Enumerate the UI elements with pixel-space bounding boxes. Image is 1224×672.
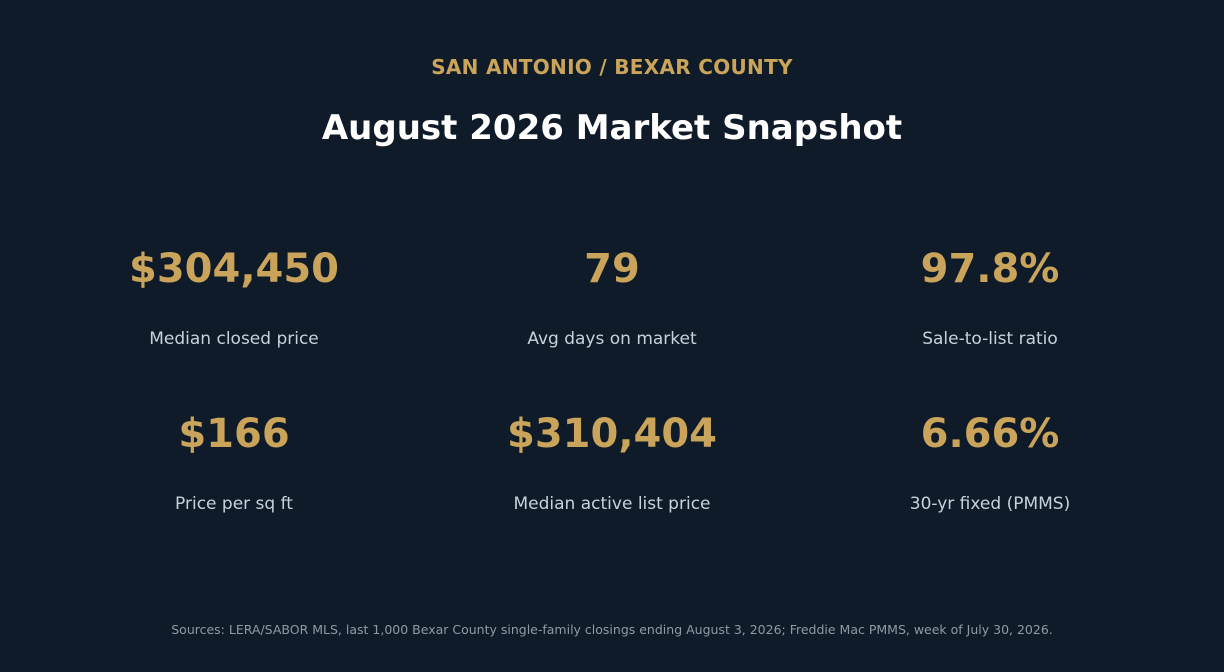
median-active-list-price-label: Median active list price [513, 494, 711, 514]
price-per-sqft-value: $166 [178, 411, 290, 457]
sale-to-list-ratio-value: 97.8% [920, 246, 1060, 292]
avg-days-on-market-label: Avg days on market [527, 329, 697, 349]
mortgage-rate-label: 30-yr fixed (PMMS) [909, 494, 1071, 514]
page-title: August 2026 Market Snapshot [321, 108, 903, 148]
median-closed-price-label: Median closed price [149, 329, 319, 349]
avg-days-on-market-value: 79 [584, 246, 640, 292]
mortgage-rate-value: 6.66% [920, 411, 1060, 457]
region-kicker: SAN ANTONIO / BEXAR COUNTY [431, 55, 793, 79]
median-active-list-price-value: $310,404 [506, 411, 718, 457]
price-per-sqft-label: Price per sq ft [175, 494, 293, 514]
sale-to-list-ratio-label: Sale-to-list ratio [922, 329, 1058, 349]
median-closed-price-value: $304,450 [128, 246, 340, 292]
sources-footnote: Sources: LERA/SABOR MLS, last 1,000 Bexa… [171, 622, 1053, 637]
